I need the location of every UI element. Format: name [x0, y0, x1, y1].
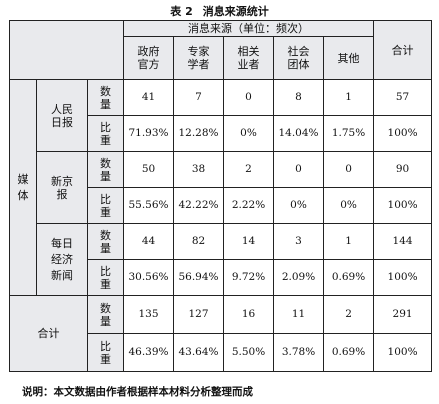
table-cell: 135 — [123, 295, 175, 334]
table-cell: 3 — [273, 223, 325, 260]
table-cell: 0 — [223, 79, 275, 116]
column-header: 专家学者 — [173, 36, 225, 80]
table-cell: 7 — [173, 79, 225, 116]
header-total: 合计 — [373, 20, 433, 80]
table-cell: 71.93% — [123, 115, 175, 152]
table-cell: 14 — [223, 223, 275, 260]
table-cell: 1.75% — [323, 115, 375, 152]
media-group-label: 媒体 — [9, 79, 37, 296]
table-cell: 2.22% — [223, 187, 275, 224]
row-source-label: 人民日报 — [36, 79, 88, 152]
table-cell: 9.72% — [223, 259, 275, 296]
table-cell: 38 — [173, 151, 225, 188]
table-cell: 2 — [223, 151, 275, 188]
column-header: 相关业者 — [223, 36, 275, 80]
row-source-label: 新京报 — [36, 151, 88, 224]
column-header: 社会团体 — [273, 36, 325, 80]
table-cell: 0% — [223, 115, 275, 152]
table-cell: 2 — [323, 295, 375, 334]
table-cell: 100% — [373, 259, 433, 296]
count-label: 数量 — [86, 295, 125, 334]
count-label: 数量 — [86, 223, 125, 260]
table-cell: 3.78% — [273, 333, 325, 372]
table-cell: 1 — [323, 223, 375, 260]
table-cell: 44 — [123, 223, 175, 260]
table-cell: 82 — [173, 223, 225, 260]
table-number: 表 2 — [170, 5, 193, 18]
table-cell: 55.56% — [123, 187, 175, 224]
table-cell: 0 — [323, 151, 375, 188]
table-cell: 1 — [323, 79, 375, 116]
table-caption: 表 2 消息来源统计 — [0, 3, 439, 19]
table-cell: 42.22% — [173, 187, 225, 224]
table-cell: 100% — [373, 187, 433, 224]
table-cell: 144 — [373, 223, 433, 260]
table-cell: 16 — [223, 295, 275, 334]
ratio-label: 比重 — [86, 115, 125, 152]
table-cell: 0.69% — [323, 259, 375, 296]
table-cell: 100% — [373, 333, 433, 372]
table-cell: 2.09% — [273, 259, 325, 296]
table-cell: 127 — [173, 295, 225, 334]
table-cell: 41 — [123, 79, 175, 116]
table-cell: 0 — [273, 151, 325, 188]
table-cell: 291 — [373, 295, 433, 334]
table-cell: 46.39% — [123, 333, 175, 372]
table-cell: 5.50% — [223, 333, 275, 372]
row-source-label: 每日经济新闻 — [36, 223, 88, 296]
ratio-label: 比重 — [86, 333, 125, 372]
table-cell: 0.69% — [323, 333, 375, 372]
table-note: 说明：本文数据由作者根据样本材料分析整理而成 — [22, 386, 253, 398]
ratio-label: 比重 — [86, 187, 125, 224]
column-header: 政府官方 — [123, 36, 175, 80]
table-cell: 12.28% — [173, 115, 225, 152]
column-header: 其他 — [323, 36, 375, 80]
table-cell: 11 — [273, 295, 325, 334]
table-cell: 100% — [373, 115, 433, 152]
source-group-header: 消息来源（单位：频次） — [123, 20, 375, 37]
count-label: 数量 — [86, 79, 125, 116]
corner-cell — [8, 20, 125, 80]
table-title: 消息来源统计 — [202, 5, 269, 18]
statistics-table: 消息来源（单位：频次） 合计 政府官方 专家学者 相关业者 社会团体 其他 媒体… — [8, 20, 433, 372]
table-cell: 0% — [273, 187, 325, 224]
ratio-label: 比重 — [86, 259, 125, 296]
table-cell: 43.64% — [173, 333, 225, 372]
table-cell: 50 — [123, 151, 175, 188]
table-cell: 30.56% — [123, 259, 175, 296]
table-cell: 57 — [373, 79, 433, 116]
total-row-label: 合计 — [9, 295, 88, 372]
table-cell: 14.04% — [273, 115, 325, 152]
table-cell: 90 — [373, 151, 433, 188]
table-cell: 8 — [273, 79, 325, 116]
count-label: 数量 — [86, 151, 125, 188]
table-cell: 0% — [323, 187, 375, 224]
table-cell: 56.94% — [173, 259, 225, 296]
